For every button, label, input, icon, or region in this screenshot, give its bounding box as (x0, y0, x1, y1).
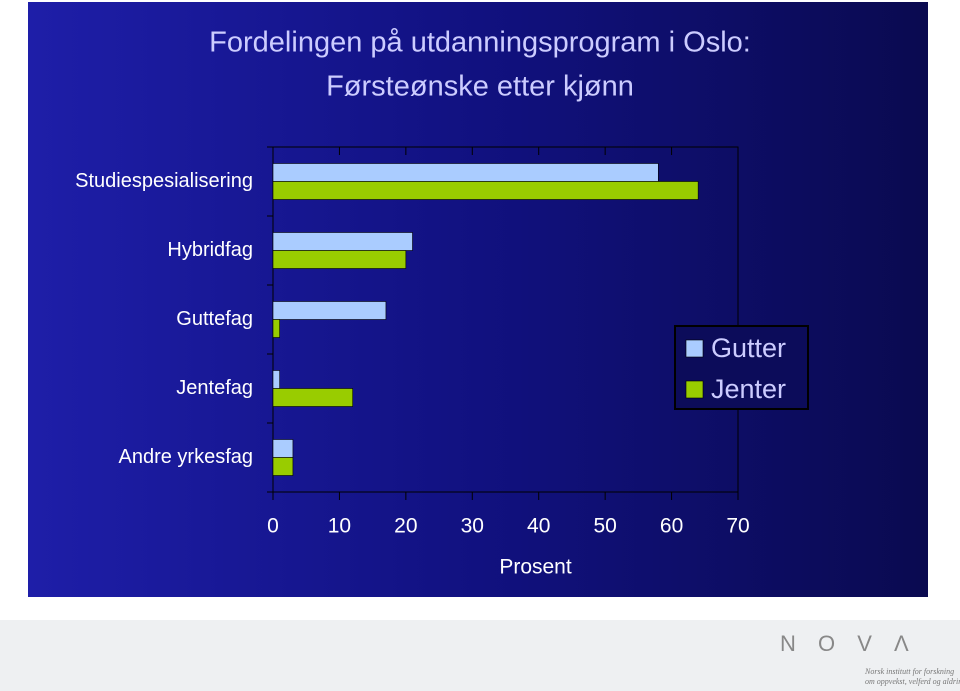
bar (272, 181, 699, 200)
legend-swatch (685, 380, 704, 399)
x-tick-label: 50 (593, 515, 616, 538)
legend-label: Gutter (711, 333, 786, 363)
x-tick-label: 40 (527, 515, 550, 538)
x-tick-label: 30 (461, 515, 484, 538)
footer-institute: om oppvekst, velferd og aldring (865, 677, 960, 686)
x-tick-label: 10 (328, 515, 351, 538)
y-tick-label: Guttefag (176, 308, 253, 330)
y-tick-label: Jentefag (176, 377, 253, 399)
bar (272, 163, 659, 182)
footer-band (0, 620, 960, 691)
y-tick-label: Andre yrkesfag (118, 446, 253, 468)
y-tick-label: Studiespesialisering (75, 170, 253, 192)
bar (272, 232, 413, 251)
x-tick-label: 20 (394, 515, 417, 538)
bar (272, 250, 407, 269)
chart-subtitle: Førsteønske etter kjønn (326, 71, 634, 103)
x-tick-label: 70 (726, 515, 749, 538)
x-tick-label: 0 (267, 515, 279, 538)
slide-background (28, 2, 928, 597)
legend-swatch (685, 339, 704, 358)
chart-title: Fordelingen på utdanningsprogram i Oslo: (209, 27, 751, 59)
bar (272, 319, 280, 338)
bar (272, 388, 354, 407)
footer-institute: Norsk institutt for forskning (864, 667, 954, 676)
footer-logo: N O V Λ (780, 631, 917, 656)
x-axis-label: Prosent (499, 556, 572, 579)
y-tick-label: Hybridfag (167, 239, 253, 261)
x-tick-label: 60 (660, 515, 683, 538)
bar (272, 439, 294, 458)
bar (272, 370, 280, 389)
bar (272, 301, 387, 320)
legend-label: Jenter (711, 374, 786, 404)
bar (272, 457, 294, 476)
